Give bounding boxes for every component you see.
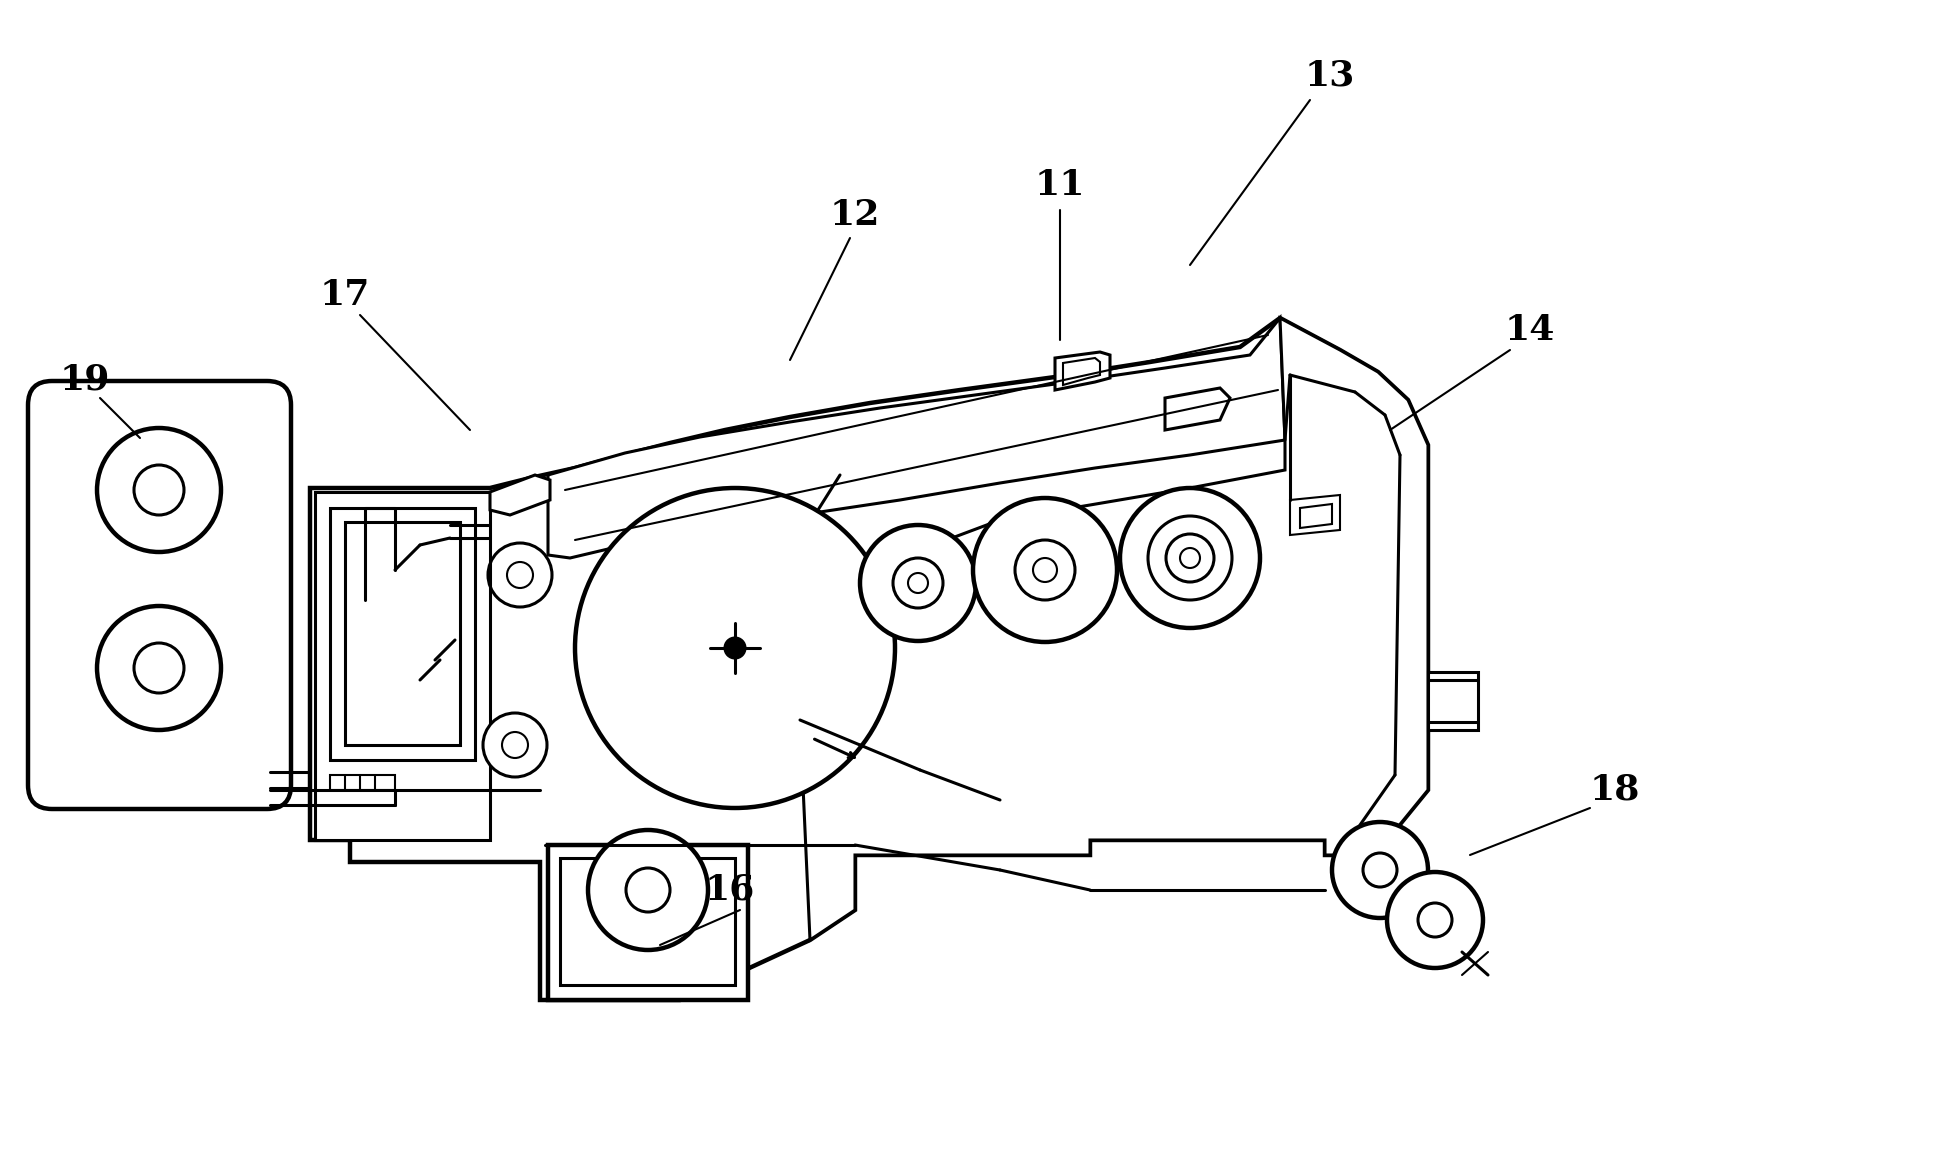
Text: 11: 11 [1034, 168, 1085, 202]
Circle shape [1332, 822, 1428, 918]
Polygon shape [547, 845, 748, 1000]
Polygon shape [345, 522, 460, 744]
Circle shape [483, 713, 547, 777]
Polygon shape [559, 857, 734, 984]
Text: 19: 19 [60, 363, 111, 397]
FancyBboxPatch shape [27, 381, 290, 809]
Circle shape [972, 497, 1116, 642]
Circle shape [1120, 488, 1260, 628]
Polygon shape [1290, 495, 1340, 535]
Polygon shape [801, 318, 1428, 940]
Polygon shape [491, 475, 549, 515]
Text: 17: 17 [319, 278, 370, 312]
Circle shape [575, 488, 894, 809]
Polygon shape [329, 508, 475, 760]
Text: 13: 13 [1305, 58, 1356, 92]
Polygon shape [1299, 504, 1332, 528]
Polygon shape [316, 492, 491, 840]
Polygon shape [1165, 388, 1229, 430]
Polygon shape [310, 318, 1428, 1000]
Polygon shape [547, 318, 1286, 558]
Polygon shape [1064, 358, 1101, 384]
Polygon shape [1428, 672, 1479, 730]
Text: 14: 14 [1504, 313, 1555, 347]
Text: 18: 18 [1590, 774, 1640, 807]
Text: 16: 16 [705, 873, 756, 908]
Text: 12: 12 [830, 198, 880, 232]
Circle shape [588, 829, 707, 949]
Polygon shape [1056, 352, 1110, 390]
Circle shape [725, 638, 744, 658]
Circle shape [1387, 871, 1482, 968]
Polygon shape [329, 775, 395, 790]
Circle shape [859, 525, 976, 641]
